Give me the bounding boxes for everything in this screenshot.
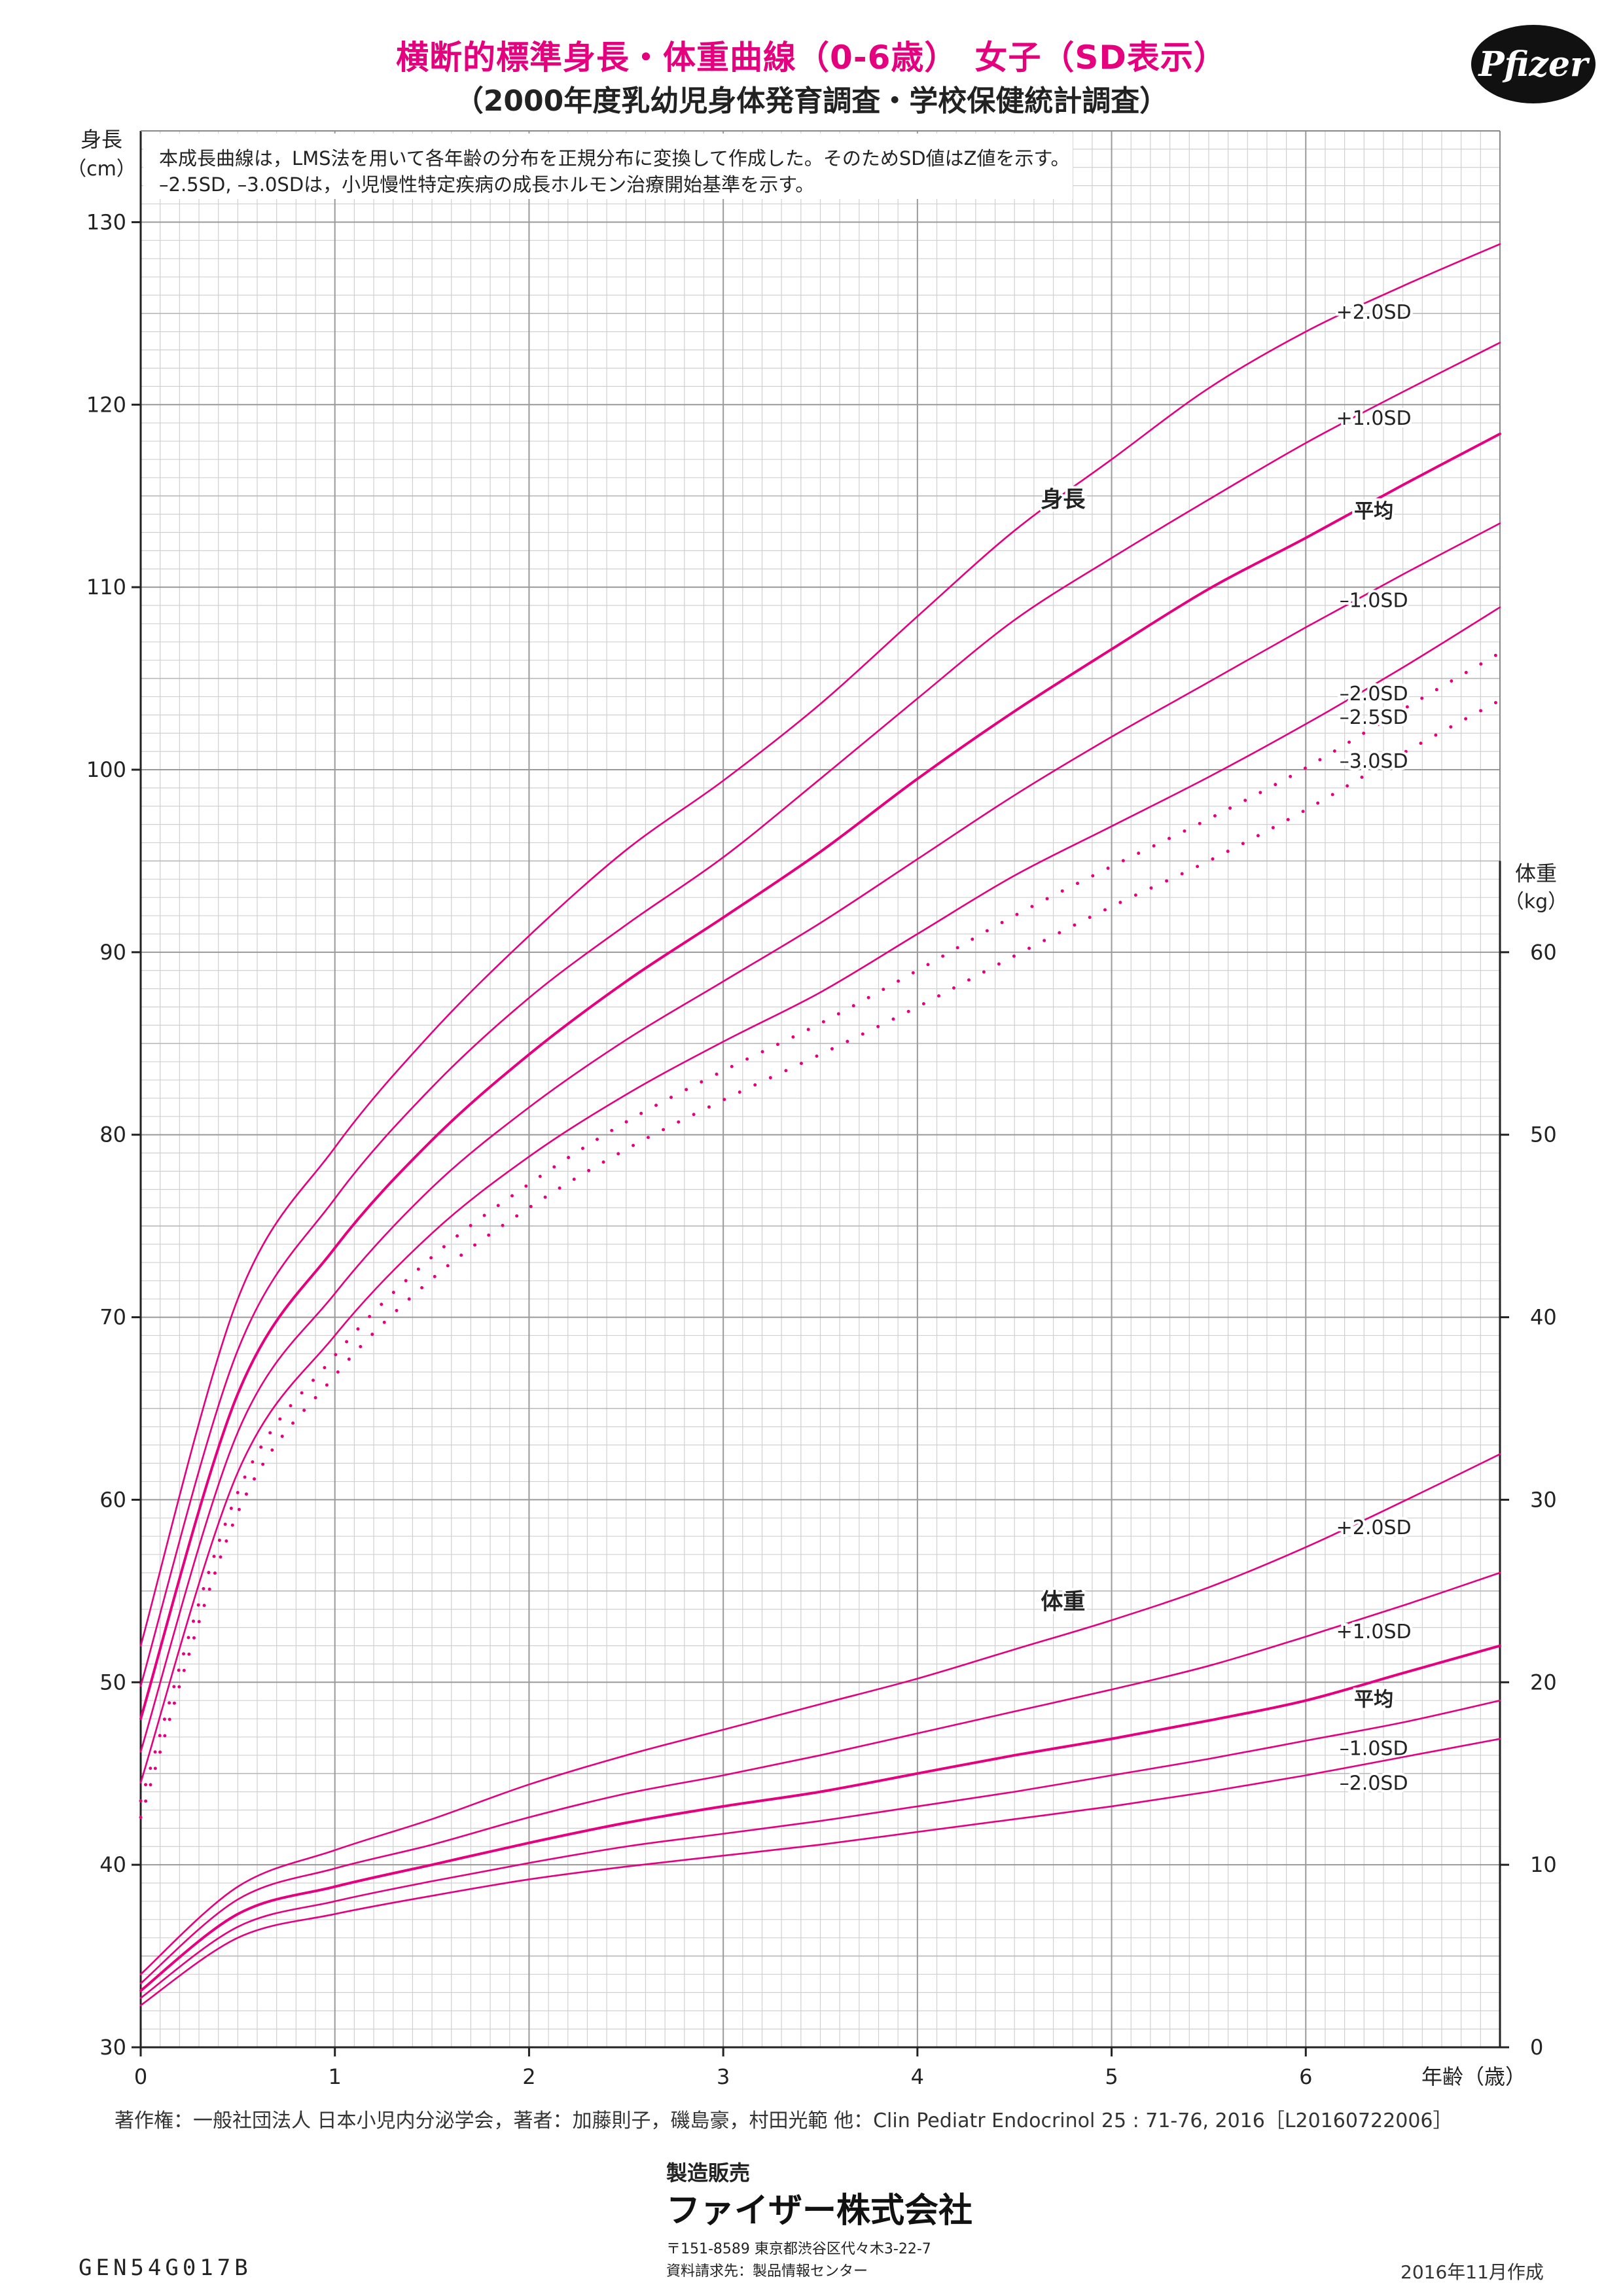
height-label-minus3-0sd: –3.0SD [1340,750,1408,773]
left-tick-label: 80 [99,1122,126,1147]
height-curve-plus1-0sd [139,342,1501,1687]
maker-address: 〒151-8589 東京都渋谷区代々木3-22-7 [666,2241,931,2257]
height-curve-minus1-0sd [139,522,1501,1753]
left-tick-label: 40 [99,1852,126,1877]
weight-curve-minus1-0sd [139,1699,1501,2000]
weight-label-minus1-0sd: –1.0SD [1340,1738,1408,1761]
weight-group-label: 体重 [1041,1589,1085,1615]
height-curve-minus2-0sd [139,606,1501,1784]
x-tick-label: 4 [911,2064,924,2089]
weight-curve-minus2-0sd [139,1738,1501,2007]
left-tick-label: 90 [99,940,126,965]
copyright-text: 著作権：一般社団法人 日本小児内分泌学会，著者：加藤則子，磯島豪，村田光範 他：… [115,2109,1453,2132]
inquiry-text: 資料請求先：製品情報センター [666,2263,868,2280]
x-tick-label: 5 [1105,2064,1118,2089]
right-tick-label: 0 [1530,2035,1543,2060]
weight-curve-plus1-0sd [139,1571,1501,1984]
height-label-plus2-0sd: +2.0SD [1336,301,1412,324]
weight-curve-mean [139,1644,1501,1992]
height-label-plus1-0sd: +1.0SD [1336,407,1412,430]
x-tick-label: 2 [522,2064,535,2089]
left-tick-label: 110 [86,575,126,600]
weight-curve-plus2-0sd [139,1453,1501,1975]
page-title: 横断的標準身長・体重曲線（0-6歳） 女子（SD表示） [396,39,1227,77]
right-tick-label: 60 [1530,940,1557,965]
left-tick-label: 70 [99,1305,126,1330]
document-code: GEN54G017B [79,2255,252,2281]
height-label-minus1-0sd: –1.0SD [1340,590,1408,613]
x-tick-label: 0 [134,2064,147,2089]
maker-name: ファイザー株式会社 [666,2191,973,2231]
left-tick-label: 130 [86,209,126,234]
right-tick-label: 20 [1530,1670,1557,1695]
right-axis-label: 体重 [1515,861,1557,886]
note-line1: 本成長曲線は，LMS法を用いて各年齢の分布を正規分布に変換して作成した。そのため… [159,147,1070,170]
height-label-minus2-5sd: –2.5SD [1340,706,1408,729]
height-curve-plus2-0sd [139,243,1501,1647]
right-tick-label: 40 [1530,1305,1557,1330]
left-axis-unit: （cm） [67,158,136,181]
height-group-label: 身長 [1041,486,1086,512]
left-tick-label: 30 [99,2035,126,2060]
right-tick-label: 10 [1530,1852,1557,1877]
left-tick-label: 100 [86,757,126,782]
right-axis-unit: （kg） [1505,890,1567,913]
x-tick-label: 3 [717,2064,730,2089]
left-tick-label: 60 [99,1487,126,1512]
page-subtitle: （2000年度乳幼児身体発育調査・学校保健統計調査） [454,84,1169,118]
height-label-minus2-0sd: –2.0SD [1340,683,1408,706]
left-tick-label: 120 [86,392,126,417]
pfizer-logo: Pfizer [1471,25,1596,103]
maker-label: 製造販売 [666,2161,751,2185]
note-line2: –2.5SD, –3.0SDは，小児慢性特定疾病の成長ホルモン治療開始基準を示す… [159,173,814,196]
right-tick-label: 30 [1530,1487,1557,1512]
x-tick-label: 1 [329,2064,342,2089]
weight-label-plus2-0sd: +2.0SD [1336,1516,1412,1539]
left-axis-label: 身長 [80,127,122,152]
weight-label-mean: 平均 [1354,1688,1393,1711]
left-tick-label: 50 [99,1670,126,1695]
height-label-mean: 平均 [1354,500,1393,523]
height-curve-mean [139,432,1501,1721]
note-box [143,134,1073,199]
created-date: 2016年11月作成 [1400,2261,1544,2283]
weight-label-plus1-0sd: +1.0SD [1336,1621,1412,1643]
weight-label-minus2-0sd: –2.0SD [1340,1772,1408,1795]
x-tick-label: 6 [1299,2064,1312,2089]
right-tick-label: 50 [1530,1122,1557,1147]
x-axis-label: 年齢（歳） [1421,2064,1526,2089]
